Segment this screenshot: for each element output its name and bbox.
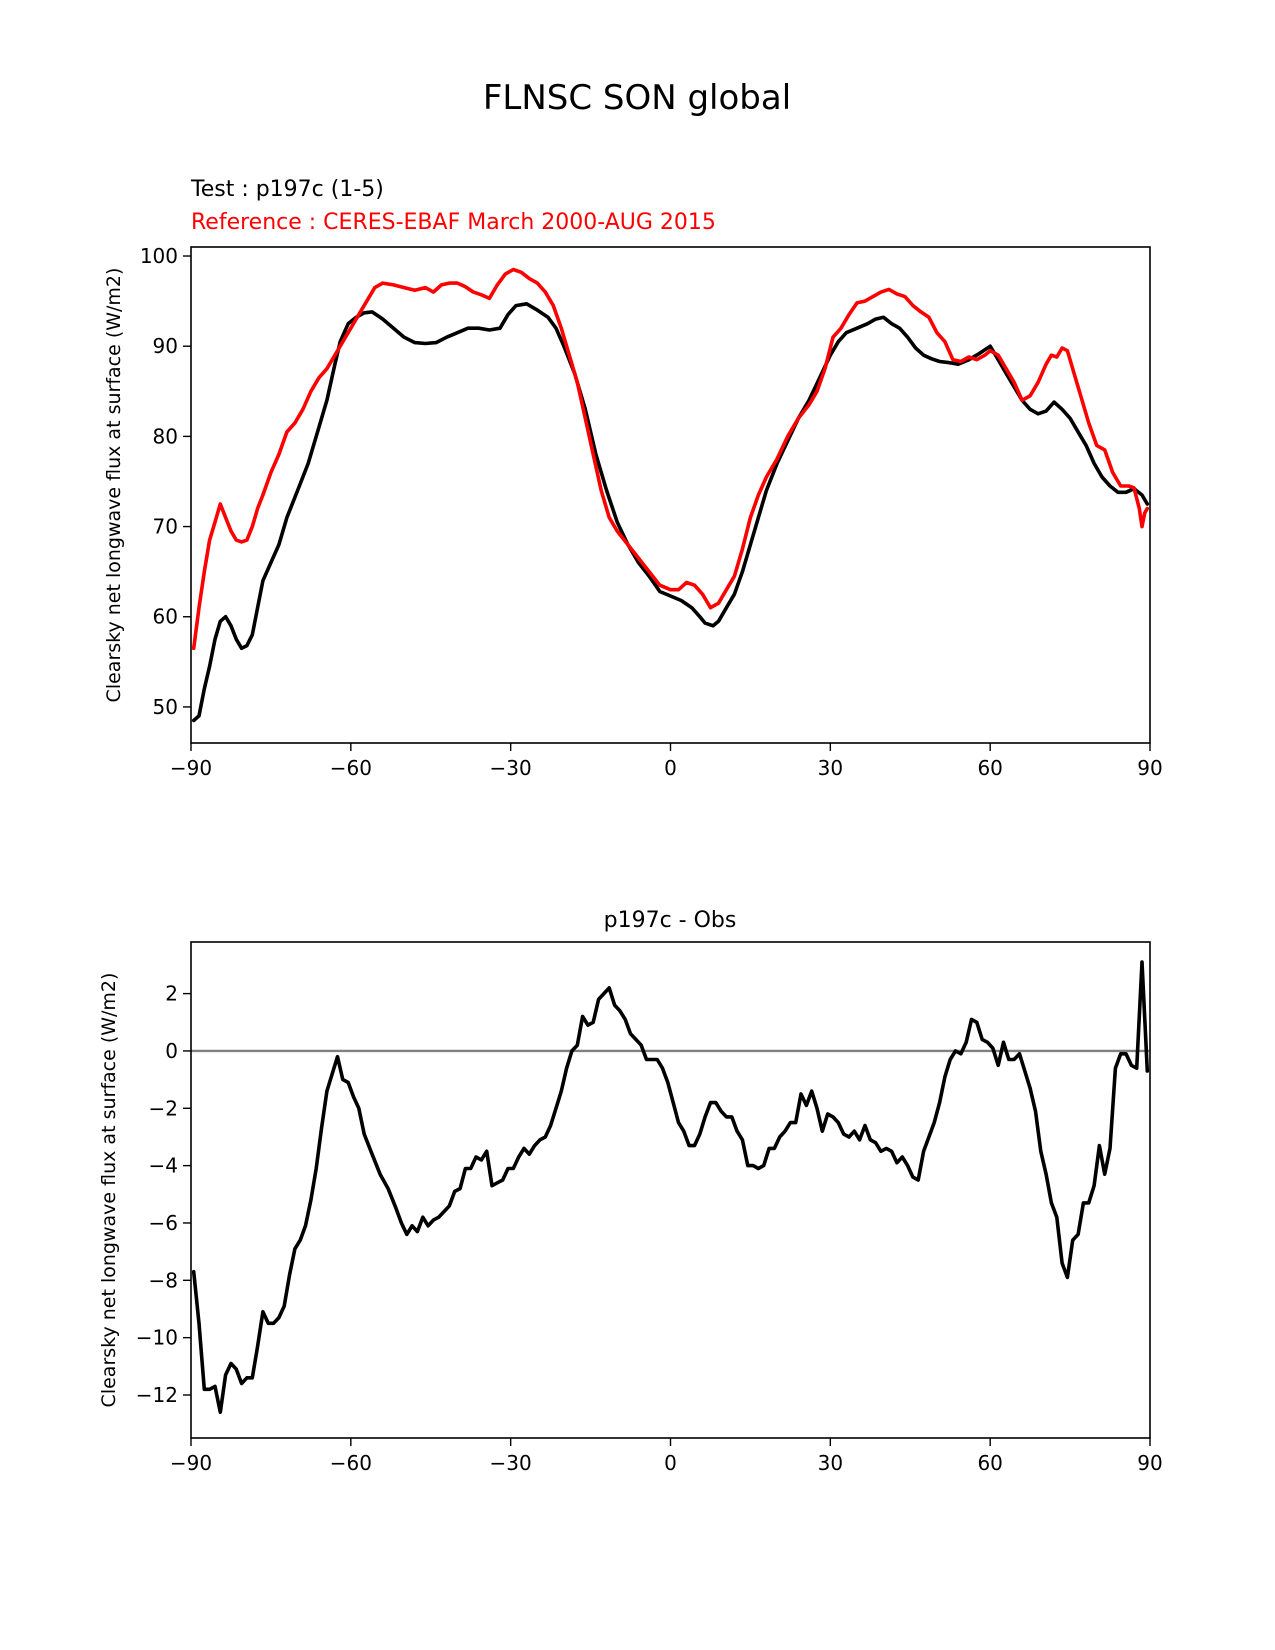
bottom-y-tick-label: −6: [149, 1211, 178, 1235]
test-label: Test : p197c (1-5): [190, 177, 384, 202]
top-y-tick-label: 60: [153, 605, 178, 629]
bottom-x-tick-label: 90: [1137, 1451, 1162, 1475]
bottom-y-tick-label: 0: [165, 1039, 178, 1063]
bottom-panel: p197c - Obs Clearsky net longwave flux a…: [98, 908, 1163, 1475]
top-reference-line: [191, 267, 1150, 651]
top-panel: Test : p197c (1-5) Reference : CERES-EBA…: [103, 177, 1163, 780]
top-y-tick-label: 80: [153, 424, 178, 448]
top-y-tick-label: 50: [153, 695, 178, 719]
bottom-y-tick-label: −4: [149, 1154, 178, 1178]
top-y-tick-label: 70: [153, 515, 178, 539]
top-x-tick-label: 90: [1137, 756, 1162, 780]
top-test-line: [191, 301, 1150, 723]
top-x-tick-label: −30: [490, 756, 532, 780]
bottom-difference-line: [191, 960, 1150, 1414]
top-ticks: −90 −60 −30 0 30 60 90 50 60 70 80 90 100: [140, 244, 1163, 780]
reference-label: Reference : CERES-EBAF March 2000-AUG 20…: [191, 210, 716, 235]
bottom-x-tick-label: 0: [664, 1451, 677, 1475]
top-plot-area: [191, 267, 1150, 723]
bottom-y-tick-label: −10: [136, 1326, 178, 1350]
bottom-x-tick-label: −60: [330, 1451, 372, 1475]
bottom-ticks: −90 −60 −30 0 30 60 90 −12 −10 −8 −6 −4 −2 0 2: [136, 982, 1163, 1475]
top-y-tick-label: 90: [153, 334, 178, 358]
top-x-tick-label: 60: [977, 756, 1002, 780]
top-y-tick-label: 100: [140, 244, 178, 268]
bottom-y-tick-label: −8: [149, 1268, 178, 1292]
bottom-x-tick-label: −30: [490, 1451, 532, 1475]
bottom-panel-title: p197c - Obs: [604, 908, 737, 933]
top-x-tick-label: −60: [330, 756, 372, 780]
bottom-plot-area: [191, 960, 1150, 1414]
top-x-tick-label: −90: [170, 756, 212, 780]
bottom-x-tick-label: 30: [818, 1451, 843, 1475]
top-x-tick-label: 0: [664, 756, 677, 780]
bottom-x-tick-label: 60: [977, 1451, 1002, 1475]
bottom-x-tick-label: −90: [170, 1451, 212, 1475]
bottom-axes-frame: [190, 941, 1151, 1439]
top-axes-frame: [190, 246, 1151, 744]
bottom-y-tick-label: −2: [149, 1096, 178, 1120]
bottom-y-axis-label: Clearsky net longwave flux at surface (W…: [98, 973, 120, 1408]
top-y-axis-label: Clearsky net longwave flux at surface (W…: [103, 268, 125, 703]
top-x-tick-label: 30: [818, 756, 843, 780]
figure-title: FLNSC SON global: [483, 78, 791, 118]
bottom-y-tick-label: 2: [165, 982, 178, 1006]
bottom-y-tick-label: −12: [136, 1383, 178, 1407]
